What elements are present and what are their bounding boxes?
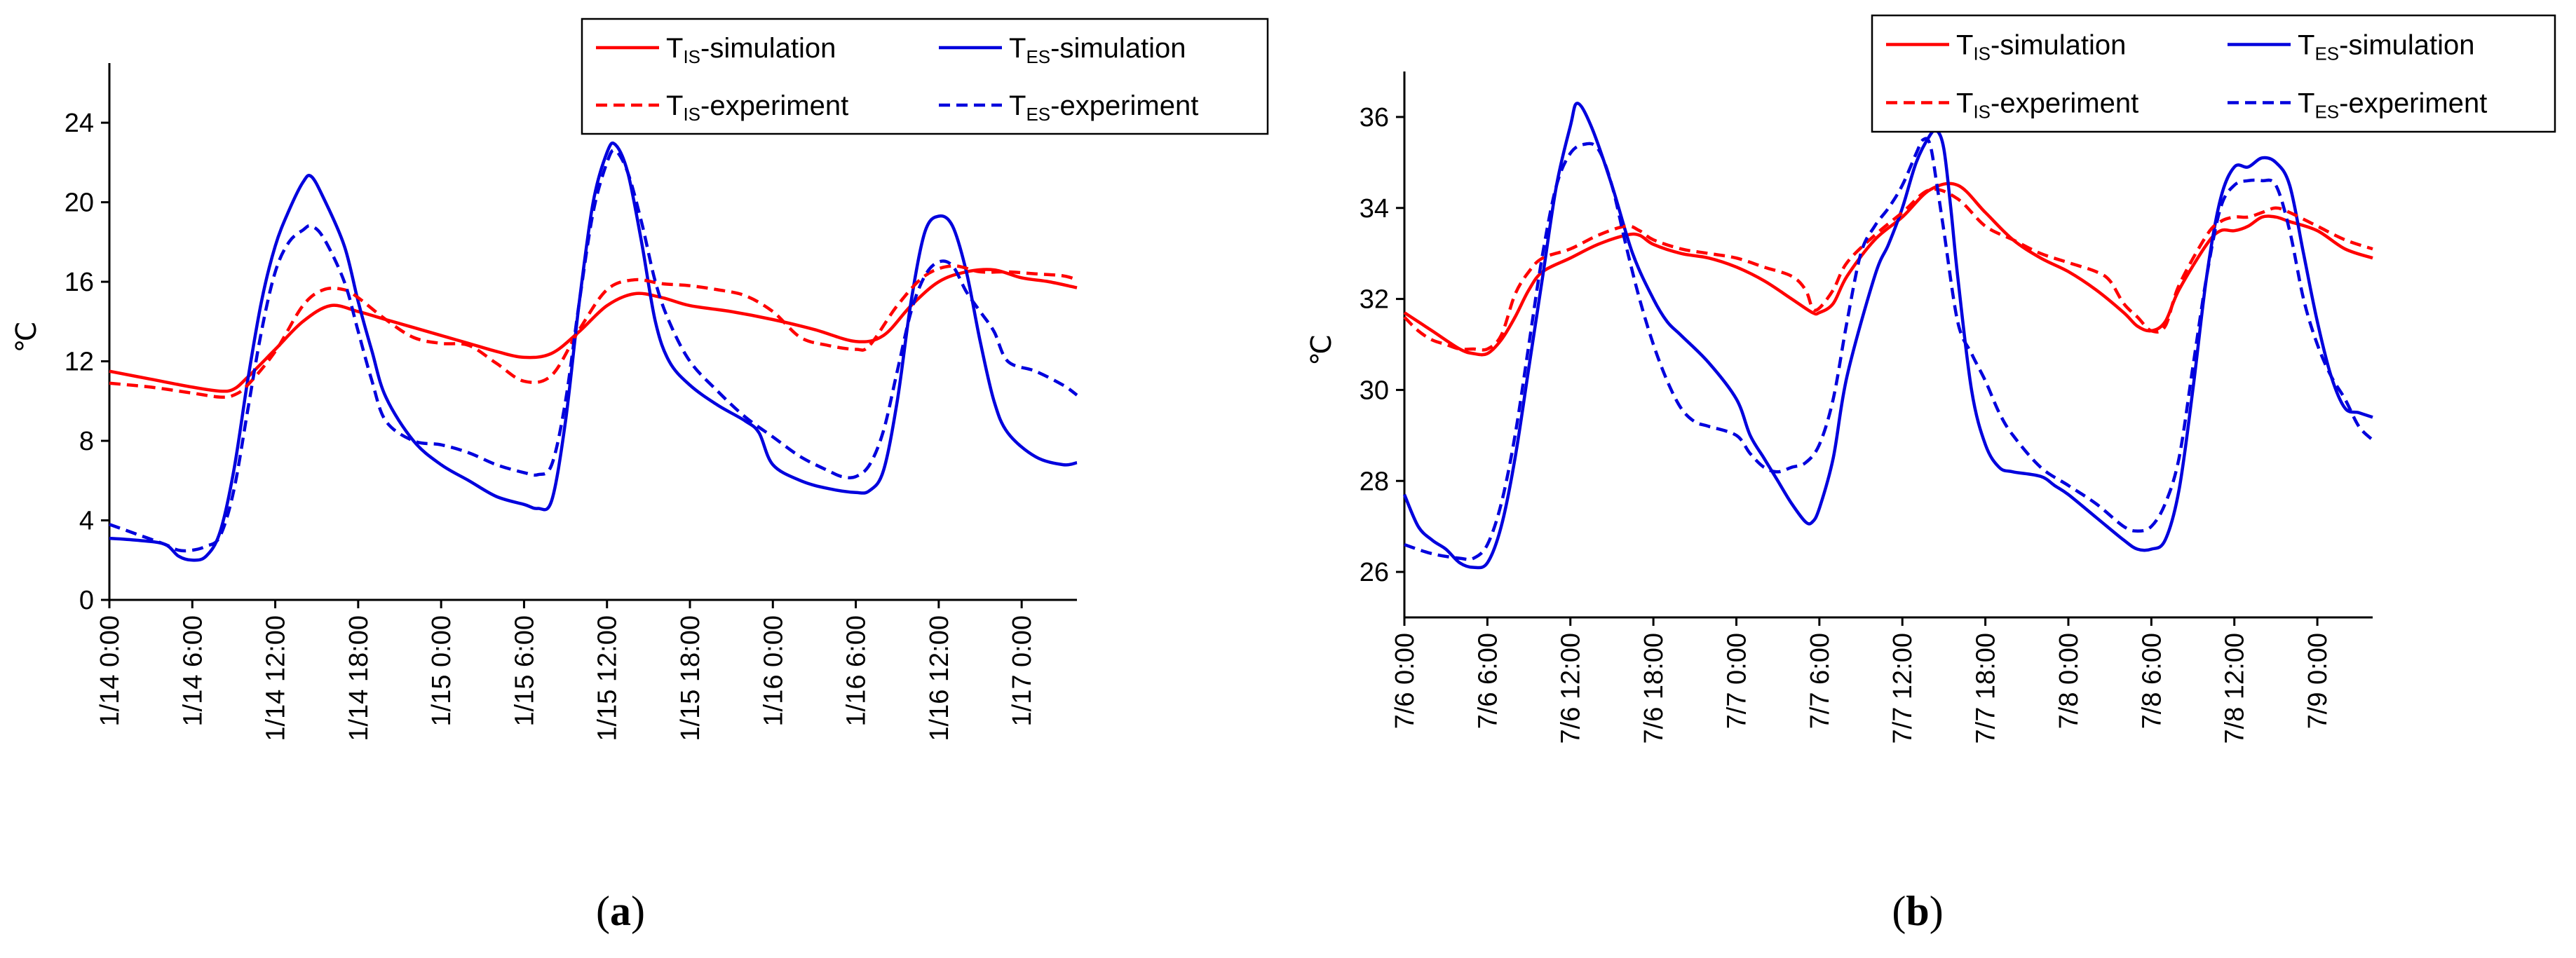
x-tick-label: 1/15 18:00	[676, 615, 705, 741]
x-tick-label: 7/9 0:00	[2303, 633, 2333, 729]
panel-label-open: (	[596, 888, 610, 934]
panel-label-close: )	[1930, 888, 1944, 934]
legend-entry: TES-simulation	[2298, 30, 2475, 64]
legend-entry-suffix: -experiment	[2339, 88, 2487, 119]
legend-entry-suffix: -experiment	[1991, 88, 2138, 119]
y-tick-label: 12	[65, 348, 94, 377]
legend-entry-suffix: -simulation	[1991, 30, 2126, 61]
x-tick-label: 1/14 12:00	[262, 615, 291, 741]
legend-entry-main: T	[2298, 88, 2314, 119]
legend-entry-subscript: IS	[1973, 43, 1991, 64]
legend-entry: TES-experiment	[1009, 90, 1198, 125]
series-line-es-experiment	[1404, 137, 2374, 561]
y-tick-label: 20	[65, 189, 94, 218]
x-tick-label: 7/7 6:00	[1805, 633, 1835, 729]
x-tick-label: 7/7 12:00	[1888, 633, 1918, 744]
panel-label: (b)	[1892, 888, 1943, 934]
x-tick-label: 7/7 0:00	[1722, 633, 1751, 729]
legend-entry-subscript: IS	[683, 104, 700, 125]
legend-entry-main: T	[1956, 30, 1973, 61]
legend-box	[581, 18, 1269, 135]
x-tick-label: 7/6 6:00	[1473, 633, 1503, 729]
y-tick-label: 26	[1360, 558, 1389, 587]
y-tick-label: 24	[65, 109, 94, 138]
x-tick-label: 1/16 6:00	[842, 615, 872, 726]
y-tick-label: 0	[79, 586, 94, 615]
x-tick-label: 7/8 0:00	[2054, 633, 2084, 729]
legend-entry-main: T	[666, 33, 683, 64]
y-tick-label: 32	[1360, 285, 1389, 315]
x-tick-label: 1/17 0:00	[1008, 615, 1037, 726]
legend-entry-main: T	[2298, 30, 2314, 61]
y-tick-label: 4	[79, 507, 94, 536]
legend-entry-suffix: -simulation	[1050, 33, 1186, 64]
y-tick-label: 16	[65, 268, 94, 297]
y-tick-label: 34	[1360, 194, 1389, 224]
legend-box	[1871, 14, 2556, 133]
legend-entry-subscript: ES	[2314, 43, 2339, 64]
y-tick-label: 28	[1360, 467, 1389, 496]
y-tick-label: 30	[1360, 376, 1389, 405]
legend-entry-main: T	[1009, 33, 1026, 64]
panel-label-open: (	[1892, 888, 1906, 934]
series-line-is-simulation	[1403, 182, 2373, 357]
legend-entry-main: T	[1956, 88, 1973, 119]
x-tick-label: 7/6 12:00	[1557, 633, 1586, 744]
panel-label-letter: b	[1906, 888, 1929, 934]
legend-entry-main: T	[1009, 90, 1026, 121]
legend-entry: TIS-simulation	[1956, 30, 2126, 64]
series-line-is-experiment	[1403, 187, 2373, 352]
legend-entry-subscript: IS	[1973, 102, 1991, 123]
x-tick-label: 1/16 0:00	[759, 615, 788, 726]
legend-entry: TIS-experiment	[1956, 88, 2138, 123]
legend-entry-subscript: ES	[2314, 102, 2339, 123]
legend-entry: TES-simulation	[1009, 33, 1186, 67]
legend-entry: TIS-experiment	[666, 90, 848, 125]
x-tick-label: 1/14 18:00	[344, 615, 374, 741]
x-tick-label: 1/16 12:00	[925, 615, 954, 741]
panel-b: 26 28 30 32 34 36 7/6 0:00 7/6 6:00 7/6 12:00 7/6…	[1306, 14, 2556, 934]
legend-entry-subscript: ES	[1026, 104, 1050, 125]
x-tick-label: 7/6 18:00	[1639, 633, 1669, 744]
series-line-is-experiment	[109, 264, 1078, 399]
x-tick-label: 1/15 12:00	[593, 615, 623, 741]
series-line-is-simulation	[109, 268, 1078, 393]
panel-label-letter: a	[610, 888, 631, 934]
legend-entry-main: T	[666, 90, 683, 121]
x-tick-label: 1/15 0:00	[427, 615, 456, 726]
panel-a: 0 4 8 12 16 20 24 1/14 0:00 1/14 6:00 1/14 12:00 1…	[11, 18, 1269, 934]
x-tick-label: 7/8 12:00	[2221, 633, 2250, 744]
x-tick-label: 1/14 0:00	[95, 615, 125, 726]
legend-entry-suffix: -experiment	[700, 90, 848, 121]
x-tick-label: 1/15 6:00	[510, 615, 539, 726]
y-tick-label: 8	[79, 427, 94, 456]
x-tick-label: 1/14 6:00	[178, 615, 208, 726]
panel-label-close: )	[631, 888, 645, 934]
x-tick-label: 7/7 18:00	[1972, 633, 2001, 744]
x-tick-label: 7/8 6:00	[2137, 633, 2167, 729]
y-axis-label: ℃	[11, 322, 43, 353]
y-tick-label: 36	[1360, 103, 1389, 132]
x-tick-label: 7/6 0:00	[1390, 633, 1420, 729]
legend-entry: TIS-simulation	[666, 33, 836, 67]
panel-label: (a)	[596, 888, 645, 934]
series-line-es-simulation	[1402, 102, 2373, 570]
legend-entry-suffix: -simulation	[2339, 30, 2474, 61]
series-line-es-experiment	[109, 149, 1078, 553]
legend-entry-subscript: IS	[683, 46, 700, 67]
legend-entry-suffix: -experiment	[1050, 90, 1198, 121]
legend-entry-subscript: ES	[1026, 46, 1050, 67]
legend-entry-suffix: -simulation	[700, 33, 836, 64]
legend-entry: TES-experiment	[2298, 88, 2487, 123]
y-axis-label: ℃	[1306, 334, 1338, 366]
